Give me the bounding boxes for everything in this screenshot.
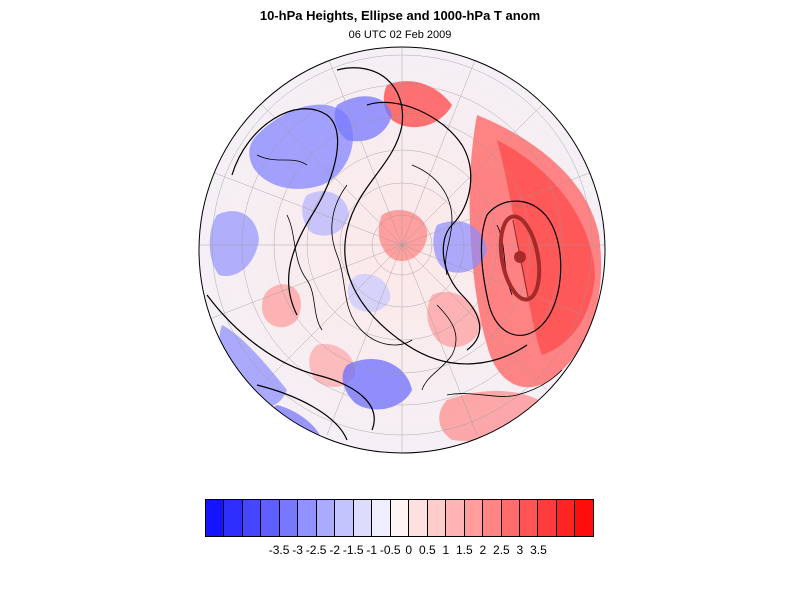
colorbar-tick-label: -2 bbox=[329, 543, 340, 557]
colorbar-tick-label: -0.5 bbox=[379, 543, 401, 557]
colorbar-tick-label: 2.5 bbox=[493, 543, 510, 557]
globe-border bbox=[198, 46, 606, 454]
colorbar-tick-label: 1.5 bbox=[455, 543, 473, 557]
colorbar-tick-labels: -3.5 -3 -2.5 -2 -1.5 -1 -0.5 0 0.5 1 1.5 2 2.5 3 3.5 bbox=[205, 543, 594, 559]
colorbar-cell bbox=[316, 500, 336, 536]
colorbar-cell bbox=[538, 500, 557, 536]
polar-map bbox=[198, 46, 606, 454]
colorbar-tick-label: 2 bbox=[479, 543, 487, 557]
colorbar-cell bbox=[224, 500, 243, 536]
colorbar bbox=[205, 499, 594, 537]
colorbar-cell bbox=[519, 500, 539, 536]
colorbar-cell bbox=[501, 500, 520, 536]
colorbar-tick-label: -1 bbox=[366, 543, 378, 557]
colorbar-tick-label: 3 bbox=[516, 543, 524, 557]
colorbar-tick-label: 1 bbox=[442, 543, 450, 557]
colorbar-cell bbox=[279, 500, 299, 536]
colorbar-cell bbox=[261, 500, 280, 536]
colorbar-cell bbox=[575, 500, 593, 536]
colorbar-tick-label: 0.5 bbox=[418, 543, 436, 557]
chart-title: 10-hPa Heights, Ellipse and 1000-hPa T a… bbox=[259, 8, 541, 23]
colorbar-cell bbox=[427, 500, 447, 536]
colorbar-tick-label: 0 bbox=[405, 543, 413, 557]
colorbar-tick-label: -3 bbox=[292, 543, 303, 557]
colorbar-cell bbox=[390, 500, 410, 536]
colorbar-tick-label: 3.5 bbox=[530, 543, 547, 557]
colorbar-cell bbox=[298, 500, 317, 536]
ellipse-centroid bbox=[514, 251, 526, 263]
height-contours bbox=[206, 67, 562, 441]
colorbar-cell bbox=[372, 500, 391, 536]
chart-subtitle: 06 UTC 02 Feb 2009 bbox=[348, 29, 452, 41]
colorbar-cell bbox=[409, 500, 428, 536]
colorbar-cell bbox=[206, 500, 225, 536]
colorbar-cell bbox=[335, 500, 354, 536]
colorbar-cell bbox=[446, 500, 465, 536]
vortex-ellipse bbox=[498, 214, 542, 302]
colorbar-cell bbox=[556, 500, 576, 536]
colorbar-tick-label: -1.5 bbox=[342, 543, 364, 557]
colorbar-cell bbox=[242, 500, 262, 536]
colorbar-tick-label: -3.5 bbox=[268, 543, 290, 557]
colorbar-cell bbox=[483, 500, 502, 536]
colorbar-cell bbox=[353, 500, 373, 536]
colorbar-cell bbox=[464, 500, 484, 536]
colorbar-tick-label: -2.5 bbox=[305, 543, 327, 557]
